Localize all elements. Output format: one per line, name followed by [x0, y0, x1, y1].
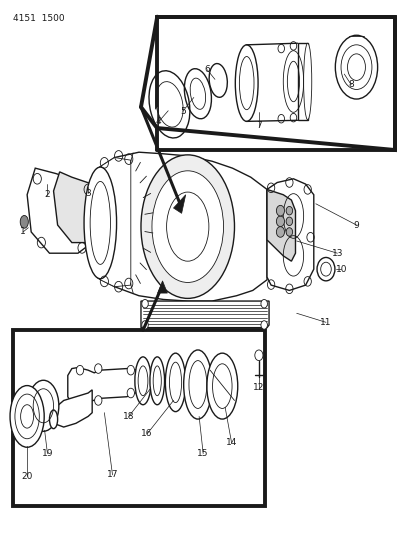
Ellipse shape — [142, 321, 148, 329]
Ellipse shape — [49, 410, 58, 429]
Ellipse shape — [261, 321, 267, 329]
Text: 7: 7 — [256, 121, 262, 130]
Polygon shape — [173, 195, 186, 213]
Ellipse shape — [276, 216, 284, 227]
Ellipse shape — [286, 206, 293, 215]
Text: 4151  1500: 4151 1500 — [13, 14, 64, 23]
Text: 10: 10 — [336, 265, 347, 273]
Ellipse shape — [20, 215, 28, 228]
Ellipse shape — [335, 35, 378, 99]
Text: 13: 13 — [332, 249, 343, 258]
Ellipse shape — [276, 205, 284, 216]
Text: 15: 15 — [197, 449, 209, 458]
Ellipse shape — [261, 300, 267, 308]
Polygon shape — [53, 390, 92, 427]
Text: 2: 2 — [44, 190, 50, 199]
Ellipse shape — [141, 155, 235, 298]
Ellipse shape — [207, 353, 238, 419]
Ellipse shape — [95, 364, 102, 373]
Text: 11: 11 — [320, 318, 332, 327]
Polygon shape — [157, 17, 395, 150]
Text: 18: 18 — [123, 412, 135, 421]
Polygon shape — [13, 330, 265, 506]
Ellipse shape — [127, 388, 135, 398]
Polygon shape — [267, 189, 295, 261]
Ellipse shape — [135, 357, 151, 405]
Ellipse shape — [304, 43, 312, 120]
Ellipse shape — [95, 395, 102, 405]
Ellipse shape — [165, 353, 186, 411]
Ellipse shape — [127, 366, 135, 375]
Text: 16: 16 — [141, 430, 153, 439]
Polygon shape — [98, 158, 131, 287]
Polygon shape — [53, 172, 106, 243]
Ellipse shape — [10, 385, 44, 447]
Ellipse shape — [235, 45, 258, 122]
Text: 20: 20 — [22, 472, 33, 481]
Polygon shape — [141, 301, 269, 328]
Text: 17: 17 — [107, 471, 118, 479]
Ellipse shape — [286, 217, 293, 225]
Ellipse shape — [286, 228, 293, 236]
Ellipse shape — [152, 171, 224, 282]
Ellipse shape — [28, 380, 59, 431]
Ellipse shape — [142, 300, 148, 308]
Polygon shape — [68, 368, 143, 406]
Text: 5: 5 — [180, 107, 186, 116]
Ellipse shape — [317, 257, 335, 281]
Polygon shape — [98, 152, 267, 301]
Ellipse shape — [150, 357, 164, 405]
Text: 19: 19 — [42, 449, 53, 458]
Text: 12: 12 — [253, 383, 264, 392]
Ellipse shape — [184, 350, 212, 419]
Ellipse shape — [76, 366, 84, 375]
Text: 1: 1 — [20, 228, 26, 237]
Polygon shape — [157, 281, 167, 293]
Polygon shape — [27, 168, 96, 253]
Text: 14: 14 — [226, 439, 237, 448]
Polygon shape — [141, 107, 157, 128]
Text: 9: 9 — [354, 221, 359, 230]
Polygon shape — [297, 43, 308, 120]
Ellipse shape — [276, 227, 284, 237]
Ellipse shape — [84, 167, 117, 279]
Text: 8: 8 — [348, 80, 354, 89]
Text: 6: 6 — [204, 66, 210, 74]
Polygon shape — [267, 179, 314, 290]
Text: 4: 4 — [155, 117, 161, 126]
Text: 3: 3 — [85, 189, 91, 198]
